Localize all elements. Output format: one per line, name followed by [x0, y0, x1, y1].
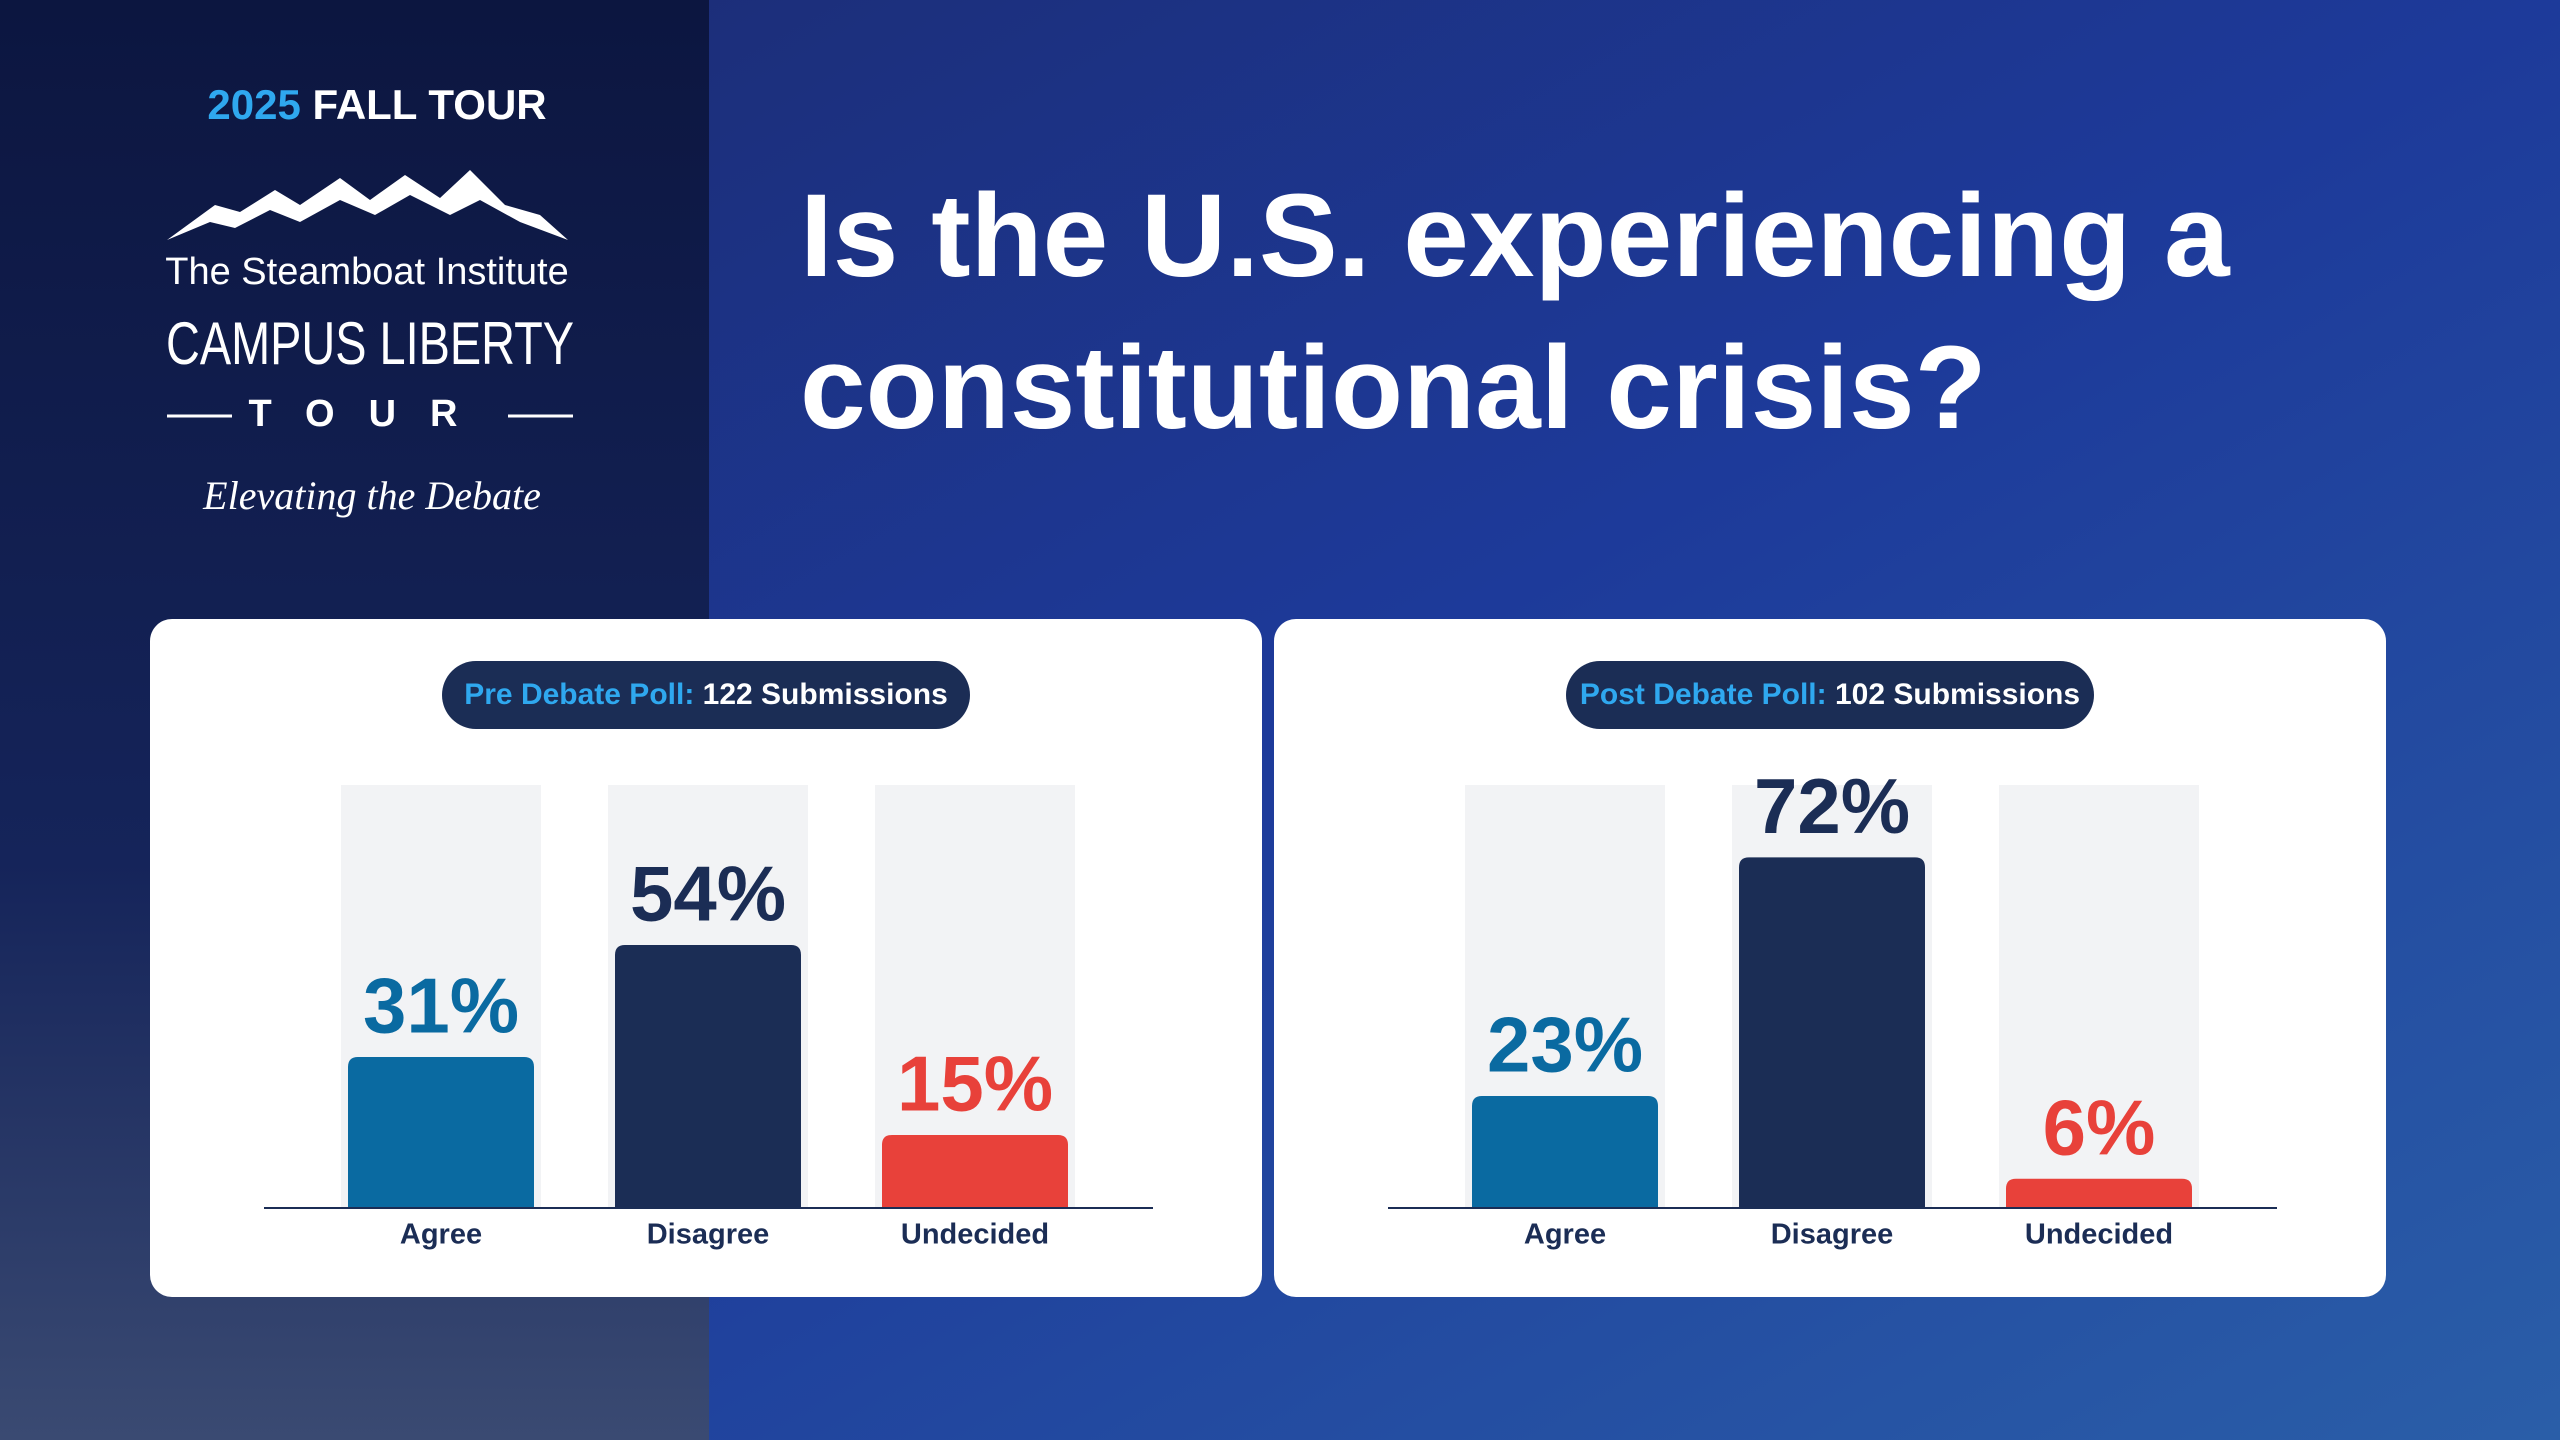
- poll-label: Post Debate Poll: 102 Submissions: [1580, 678, 2080, 711]
- poll-count: 122 Submissions: [703, 678, 948, 711]
- poll-title: Pre Debate Poll:: [464, 678, 694, 711]
- program-sub: TOUR: [249, 393, 492, 435]
- poll-title: Post Debate Poll:: [1580, 678, 1827, 711]
- category-label: Disagree: [1771, 1219, 1894, 1251]
- bar: [1739, 857, 1925, 1208]
- tagline: Elevating the Debate: [202, 473, 541, 518]
- bar: [1472, 1095, 1658, 1208]
- category-label: Agree: [400, 1219, 482, 1251]
- category-label: Undecided: [901, 1219, 1049, 1251]
- poll-label: Pre Debate Poll: 122 Submissions: [464, 678, 948, 711]
- category-label: Agree: [1524, 1219, 1606, 1251]
- bar-track: [1999, 785, 2199, 1208]
- program-name: CAMPUS LIBERTY: [166, 310, 574, 377]
- bar: [882, 1134, 1068, 1208]
- category-label: Undecided: [2025, 1219, 2173, 1251]
- value-label: 31%: [363, 962, 519, 1050]
- tour: FALL TOUR: [312, 81, 546, 128]
- value-label: 54%: [630, 850, 786, 938]
- title: Is the U.S. experiencing a constitutiona…: [800, 170, 2230, 454]
- mountains: [167, 170, 568, 240]
- value-label: 15%: [897, 1040, 1053, 1128]
- poll-pill: [1566, 661, 2094, 729]
- category-label: Disagree: [647, 1219, 770, 1251]
- poll-pill: [442, 661, 970, 729]
- value-label: 23%: [1487, 1001, 1643, 1089]
- title-box: Is the U.S. experiencing a constitutiona…: [800, 170, 2230, 454]
- value-label: 72%: [1754, 762, 1910, 850]
- bar: [2006, 1178, 2192, 1208]
- org-name: The Steamboat Institute: [165, 251, 568, 293]
- bar: [348, 1057, 534, 1208]
- tour-label: 2025 FALL TOUR: [207, 81, 546, 128]
- year: 2025: [207, 81, 300, 128]
- bar: [615, 945, 801, 1208]
- value-label: 6%: [2043, 1083, 2156, 1171]
- poll-count: 102 Submissions: [1835, 678, 2080, 711]
